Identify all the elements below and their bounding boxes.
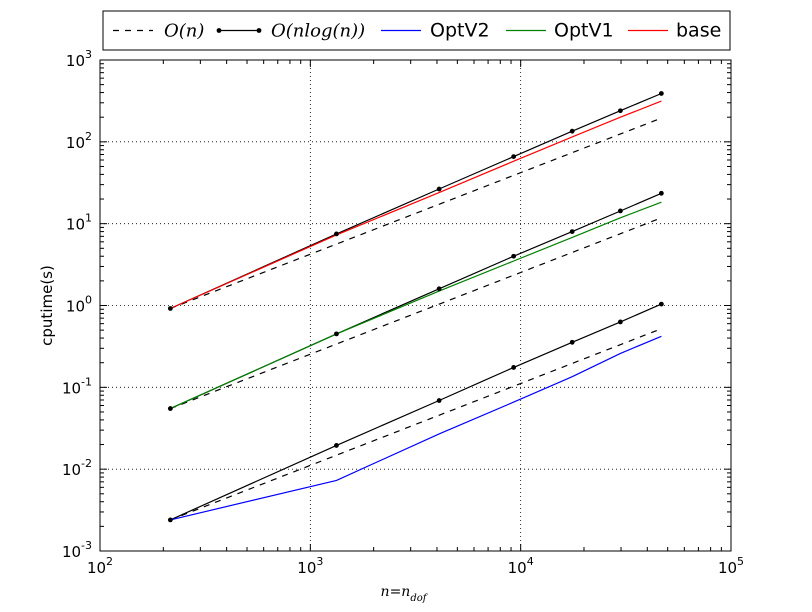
y-tick-label: 100 (66, 294, 92, 316)
series-point-o-nlog-n (167, 406, 173, 411)
x-tick-label: 105 (718, 555, 744, 577)
y-tick-label: 102 (66, 130, 92, 152)
series-line-base (170, 100, 662, 310)
x-axis-label-text: n=n (381, 584, 411, 600)
series-point-o-nlog-n (658, 91, 664, 96)
series-lines (170, 92, 662, 521)
series-point-o-nlog-n (617, 108, 623, 114)
series-line-optv1 (170, 201, 662, 410)
series-point-o-nlog-n (511, 154, 517, 160)
legend-marker (216, 28, 222, 33)
series-markers (167, 91, 664, 523)
series-point-o-nlog-n (436, 186, 442, 192)
series-point-o-nlog-n (569, 229, 575, 234)
x-tick-label: 102 (87, 555, 113, 577)
legend-label-o-nlog-n: O(nlog(n)) (271, 21, 365, 42)
series-point-o-nlog-n (617, 319, 623, 325)
x-axis-label: n=ndof (381, 584, 429, 604)
legend-marker (256, 28, 262, 33)
series-line-o-n (170, 328, 662, 521)
series-point-o-nlog-n (436, 398, 442, 403)
y-tick-label: 10-2 (62, 457, 92, 479)
y-axis-label: cputime(s) (38, 265, 56, 346)
series-line-optv2 (170, 335, 662, 521)
series-point-o-nlog-n (658, 301, 664, 307)
series-point-o-nlog-n (617, 208, 623, 214)
series-line-o-n (170, 217, 662, 410)
axis-tick-labels: 102 103 104 105 10-3 10-2 10-1 100 101 102 103 (62, 48, 744, 577)
series-point-o-nlog-n (334, 231, 339, 237)
series-point-o-nlog-n (569, 339, 575, 345)
y-tick-label: 10-3 (62, 539, 92, 561)
legend-label-o-n: O(n) (164, 21, 204, 42)
series-point-o-nlog-n (334, 331, 339, 337)
series-point-o-nlog-n (658, 190, 664, 196)
x-tick-label: 104 (508, 555, 534, 577)
series-point-o-nlog-n (334, 443, 339, 448)
x-tick-label: 103 (297, 555, 323, 577)
legend-label-base: base (676, 20, 721, 42)
legend-label-optv2: OptV2 (430, 20, 490, 42)
series-point-o-nlog-n (167, 517, 173, 523)
series-point-o-nlog-n (167, 306, 173, 311)
legend-frame (102, 10, 731, 51)
x-axis-label-subscript: dof (410, 593, 428, 604)
y-tick-label: 103 (66, 48, 92, 70)
y-tick-label: 101 (66, 212, 92, 234)
series-point-o-nlog-n (569, 128, 575, 134)
series-line-o-n (170, 117, 662, 310)
y-tick-label: 10-1 (62, 375, 92, 397)
legend-label-optv1: OptV1 (554, 20, 614, 42)
series-point-o-nlog-n (436, 286, 442, 292)
axis-ticks (99, 59, 732, 552)
series-point-o-nlog-n (511, 253, 517, 259)
series-line-o-nlog-n (170, 303, 662, 521)
grid-lines (100, 60, 731, 551)
legend: O(n) O(nlog(n)) OptV2 OptV1 base (102, 10, 731, 51)
series-point-o-nlog-n (511, 365, 517, 370)
